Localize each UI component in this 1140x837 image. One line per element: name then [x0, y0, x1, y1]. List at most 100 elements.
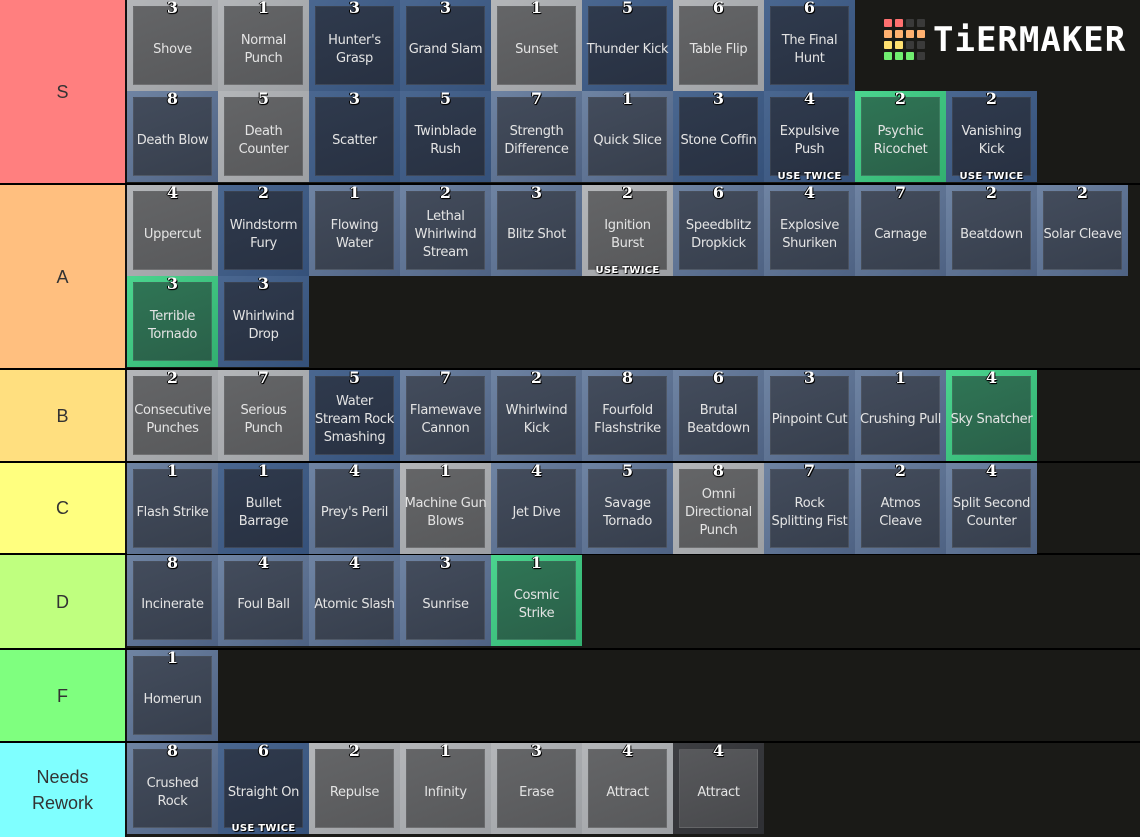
tier-item-card[interactable]: 6 Table Flip	[673, 0, 764, 91]
tier-item-card[interactable]: 3 Grand Slam	[400, 0, 491, 91]
tier-item-card[interactable]: 8 Death Blow	[127, 89, 218, 182]
tier-item-card[interactable]: 1 Infinity	[400, 742, 491, 834]
tier-item-card[interactable]: 2 Consecutive Punches	[127, 369, 218, 461]
card-name: Jet Dive	[512, 504, 561, 520]
tier-item-card[interactable]: 2 Lethal Whirlwind Stream	[400, 184, 491, 276]
card-number: 8	[166, 89, 179, 108]
card-number: 1	[166, 461, 179, 480]
tier-item-card[interactable]: 1 Cosmic Strike	[491, 554, 582, 646]
card-face	[224, 191, 303, 270]
tier-items: 3 Shove 1 Normal Punch 3 Hunter's Grasp 3 Grand…	[127, 0, 1140, 183]
card-number: 6	[257, 741, 270, 760]
card-number: 7	[803, 461, 816, 480]
tier-item-card[interactable]: 7 Serious Punch	[218, 368, 309, 461]
tier-item-card[interactable]: 2 Solar Cleave	[1037, 184, 1128, 276]
card-name: Attract	[697, 784, 740, 800]
tier-label[interactable]: B	[0, 370, 127, 461]
tier-item-card[interactable]: 7 Flamewave Cannon	[400, 369, 491, 461]
tier-item-card[interactable]: 3 Shove	[127, 0, 218, 91]
tier-item-card[interactable]: 3 Blitz Shot	[491, 184, 582, 276]
card-face	[770, 376, 849, 455]
tier-label[interactable]: A	[0, 185, 127, 368]
tier-item-card[interactable]: 7 Strength Difference	[491, 90, 582, 182]
tier-item-card[interactable]: 4 Prey's Peril	[309, 462, 400, 554]
tier-label[interactable]: Needs Rework	[0, 743, 127, 837]
card-name: Straight On	[227, 784, 300, 800]
tier-item-card[interactable]: 4 Atomic Slash	[309, 554, 400, 646]
tier-item-card[interactable]: 1 Bullet Barrage	[218, 462, 309, 554]
tier-item-card[interactable]: 4 Sky Snatcher	[946, 369, 1037, 461]
tier-item-card[interactable]: 1 Homerun	[127, 649, 218, 741]
card-name: Repulse	[329, 784, 380, 800]
tier-item-card[interactable]: 2 Beatdown	[946, 184, 1037, 276]
tier-item-card[interactable]: 4 Jet Dive	[491, 462, 582, 554]
card-face	[861, 97, 940, 176]
tier-item-card[interactable]: 2 Windstorm Fury	[218, 184, 309, 276]
tier-item-card[interactable]: 7 Rock Splitting Fist	[764, 461, 855, 554]
tier-item-card[interactable]: 5 Twinblade Rush	[400, 90, 491, 182]
card-face	[133, 376, 212, 455]
tier-item-card[interactable]: 5 Water Stream Rock Smashing	[309, 369, 400, 461]
tier-item-card[interactable]: 6 Straight On USE TWICE	[218, 741, 309, 834]
card-face	[588, 376, 667, 455]
tier-item-card[interactable]: 3 Scatter	[309, 90, 400, 182]
card-face	[315, 376, 394, 455]
card-name: Flash Strike	[136, 504, 209, 520]
tier-item-card[interactable]: 3 Erase	[491, 742, 582, 834]
card-name: Erase	[519, 784, 554, 800]
tier-item-card[interactable]: 1 Flash Strike	[127, 461, 218, 554]
tier-item-card[interactable]: 8 Omni Directional Punch	[673, 461, 764, 554]
tier-item-card[interactable]: 1 Quick Slice	[582, 90, 673, 182]
tier-item-card[interactable]: 3 Terrible Tornado	[127, 275, 218, 367]
tier-item-card[interactable]: 8 Incinerate	[127, 554, 218, 646]
tier-item-card[interactable]: 4 Expulsive Push USE TWICE	[764, 90, 855, 182]
card-face	[224, 469, 303, 548]
card-face	[588, 191, 667, 270]
tier-item-card[interactable]: 5 Savage Tornado	[582, 462, 673, 554]
tier-item-card[interactable]: 1 Crushing Pull	[855, 369, 946, 461]
tier-item-card[interactable]: 2 Psychic Ricochet	[855, 90, 946, 182]
tier-item-card[interactable]: 6 The Final Hunt	[764, 0, 855, 91]
tier-item-card[interactable]: 6 Speedblitz Dropkick	[673, 184, 764, 276]
tier-item-card[interactable]: 3 Pinpoint Cut	[764, 369, 855, 461]
card-face	[315, 97, 394, 176]
tier-item-card[interactable]: 4 Attract	[673, 741, 764, 834]
card-number: 1	[530, 0, 543, 17]
tier-item-card[interactable]: 4 Foul Ball	[218, 554, 309, 646]
card-number: 7	[257, 368, 270, 387]
tier-item-card[interactable]: 3 Hunter's Grasp	[309, 0, 400, 91]
tier-item-card[interactable]: 1 Normal Punch	[218, 0, 309, 91]
tier-item-card[interactable]: 2 Vanishing Kick USE TWICE	[946, 90, 1037, 182]
tier-item-card[interactable]: 4 Split Second Counter	[946, 462, 1037, 554]
card-name: Terrible Tornado	[147, 308, 198, 342]
card-name: Sunset	[515, 41, 558, 57]
tier-item-card[interactable]: 4 Uppercut	[127, 184, 218, 276]
tier-label[interactable]: D	[0, 555, 127, 648]
card-name: Shove	[153, 41, 192, 57]
card-number: 4	[712, 741, 725, 760]
tier-item-card[interactable]: 6 Brutal Beatdown	[673, 369, 764, 461]
tier-item-card[interactable]: 2 Repulse	[309, 742, 400, 834]
tier-item-card[interactable]: 3 Whirlwind Drop	[218, 275, 309, 367]
tier-label[interactable]: S	[0, 0, 127, 183]
tier-item-card[interactable]: 3 Sunrise	[400, 554, 491, 646]
tier-item-card[interactable]: 2 Whirlwind Kick	[491, 369, 582, 461]
tier-item-card[interactable]: 7 Carnage	[855, 184, 946, 276]
tier-label[interactable]: F	[0, 650, 127, 741]
tier-label[interactable]: C	[0, 463, 127, 553]
tier-item-card[interactable]: 5 Thunder Kick	[582, 0, 673, 91]
tier-item-card[interactable]: 1 Machine Gun Blows	[400, 462, 491, 554]
tier-item-card[interactable]: 2 Atmos Cleave	[855, 462, 946, 554]
tier-item-card[interactable]: 8 Crushed Rock	[127, 742, 218, 834]
card-number: 8	[712, 461, 725, 480]
tier-item-card[interactable]: 8 Fourfold Flashstrike	[582, 369, 673, 461]
tier-item-card[interactable]: 1 Flowing Water	[309, 184, 400, 276]
tier-item-card[interactable]: 3 Stone Coffin	[673, 90, 764, 182]
tier-item-card[interactable]: 1 Sunset	[491, 0, 582, 91]
card-name: Quick Slice	[593, 132, 662, 148]
tier-item-card[interactable]: 4 Explosive Shuriken	[764, 184, 855, 276]
tier-item-card[interactable]: 5 Death Counter	[218, 90, 309, 182]
tier-item-card[interactable]: 4 Attract	[582, 742, 673, 834]
card-name: Machine Gun Blows	[404, 495, 487, 529]
tier-item-card[interactable]: 2 Ignition Burst USE TWICE	[582, 184, 673, 276]
